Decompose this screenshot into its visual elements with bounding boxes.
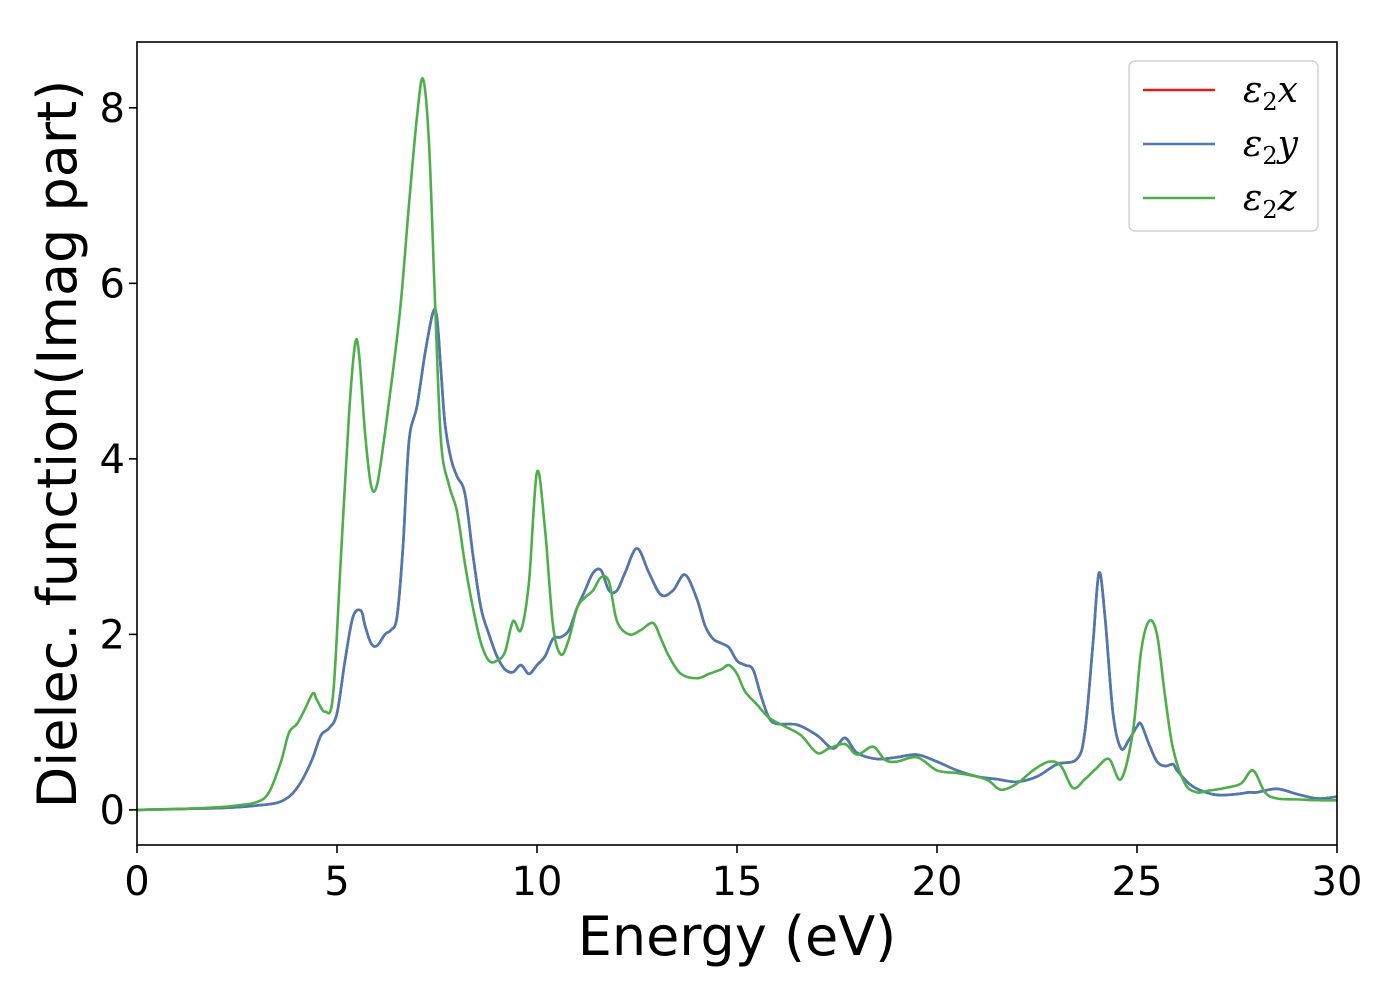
plot-lines [137,77,1337,812]
legend-label-x: ε2x [1243,70,1298,116]
y-tick-label: 8 [100,86,125,132]
x-tick-label: 15 [712,859,763,905]
legend-box [1128,60,1319,232]
series-line-x [137,307,1337,812]
series-line-y [137,307,1337,812]
y-axis-label: Dielec. function(Imag part) [26,80,89,809]
legend-label-z: ε2z [1243,178,1298,224]
x-tick-label: 20 [912,859,963,905]
x-tick-label: 5 [324,859,349,905]
y-tick-label: 0 [100,788,125,834]
x-tick-label: 30 [1312,859,1363,905]
legend-label-y: ε2y [1243,124,1299,170]
y-axis-ticks: 0 2 4 6 8 [100,86,137,834]
y-tick-label: 6 [100,261,125,307]
x-axis-ticks: 0 5 10 15 20 25 30 [124,845,1362,905]
series-line-z [137,77,1337,812]
x-tick-label: 25 [1112,859,1163,905]
y-tick-label: 4 [100,437,125,483]
y-tick-label: 2 [100,612,125,658]
x-tick-label: 0 [124,859,149,905]
x-axis-label: Energy (eV) [578,905,897,968]
legend: ε2x ε2y ε2z [1128,60,1319,232]
x-tick-label: 10 [512,859,563,905]
